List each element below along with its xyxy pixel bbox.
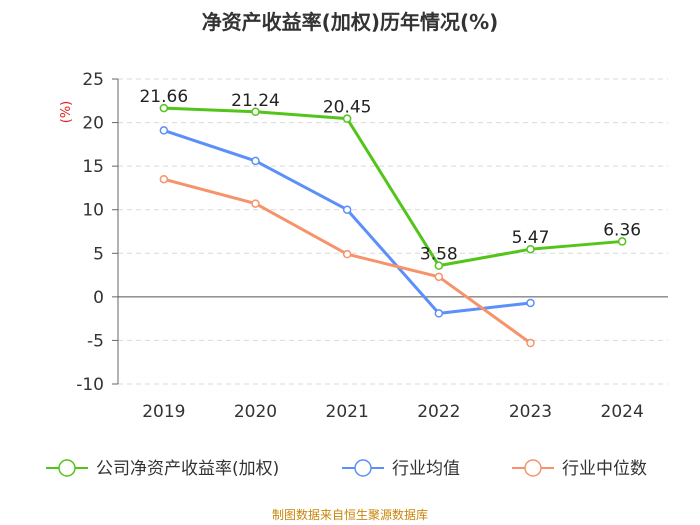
data-point [251,107,260,117]
x-tick-label: 2023 [509,402,552,422]
y-tick-label: 20 [82,114,104,134]
chart-title: 净资产收益率(加权)历年情况(%) [201,10,499,34]
legend-label: 行业均值 [392,459,460,479]
legend-label: 行业中位数 [562,459,647,479]
legend-marker [524,459,542,477]
y-axis-label: (%) [59,101,74,124]
data-point [526,244,535,254]
x-tick-label: 2019 [142,402,185,422]
data-point [342,249,352,259]
data-point [434,261,444,270]
data-point [526,298,535,308]
y-tick-label: 10 [82,201,104,221]
data-point [617,237,627,246]
data-label: 20.45 [323,98,372,118]
data-label: 5.47 [512,228,550,248]
data-point [251,199,260,208]
x-tick-label: 2020 [234,402,277,422]
data-point [342,205,352,214]
data-point [434,309,444,318]
legend-label: 公司净资产收益率(加权) [96,459,279,479]
data-label: 21.66 [139,87,188,107]
x-tick-label: 2021 [326,402,369,422]
data-point [434,272,444,282]
data-point [526,338,535,348]
y-tick-label: 5 [93,244,104,264]
data-label: 6.36 [603,220,641,240]
data-point [251,156,260,166]
y-tick-label: 15 [82,157,104,177]
data-point [159,103,169,113]
y-tick-label: -10 [76,375,104,395]
data-source-note: 制图数据来自恒生聚源数据库 [271,508,428,522]
legend-marker [58,459,76,477]
series-line-0 [163,106,623,268]
data-label: 21.24 [231,91,280,111]
data-point [342,114,352,123]
y-tick-label: -5 [87,331,104,351]
x-tick-label: 2022 [417,402,460,422]
data-point [159,126,169,135]
series-line-2 [163,177,532,345]
x-tick-label: 2024 [601,402,644,422]
series-line-1 [163,128,531,315]
legend-marker [354,459,372,477]
data-point [159,174,169,184]
data-label: 3.58 [420,245,458,265]
y-tick-label: 0 [93,288,104,308]
y-tick-label: 25 [82,70,104,90]
